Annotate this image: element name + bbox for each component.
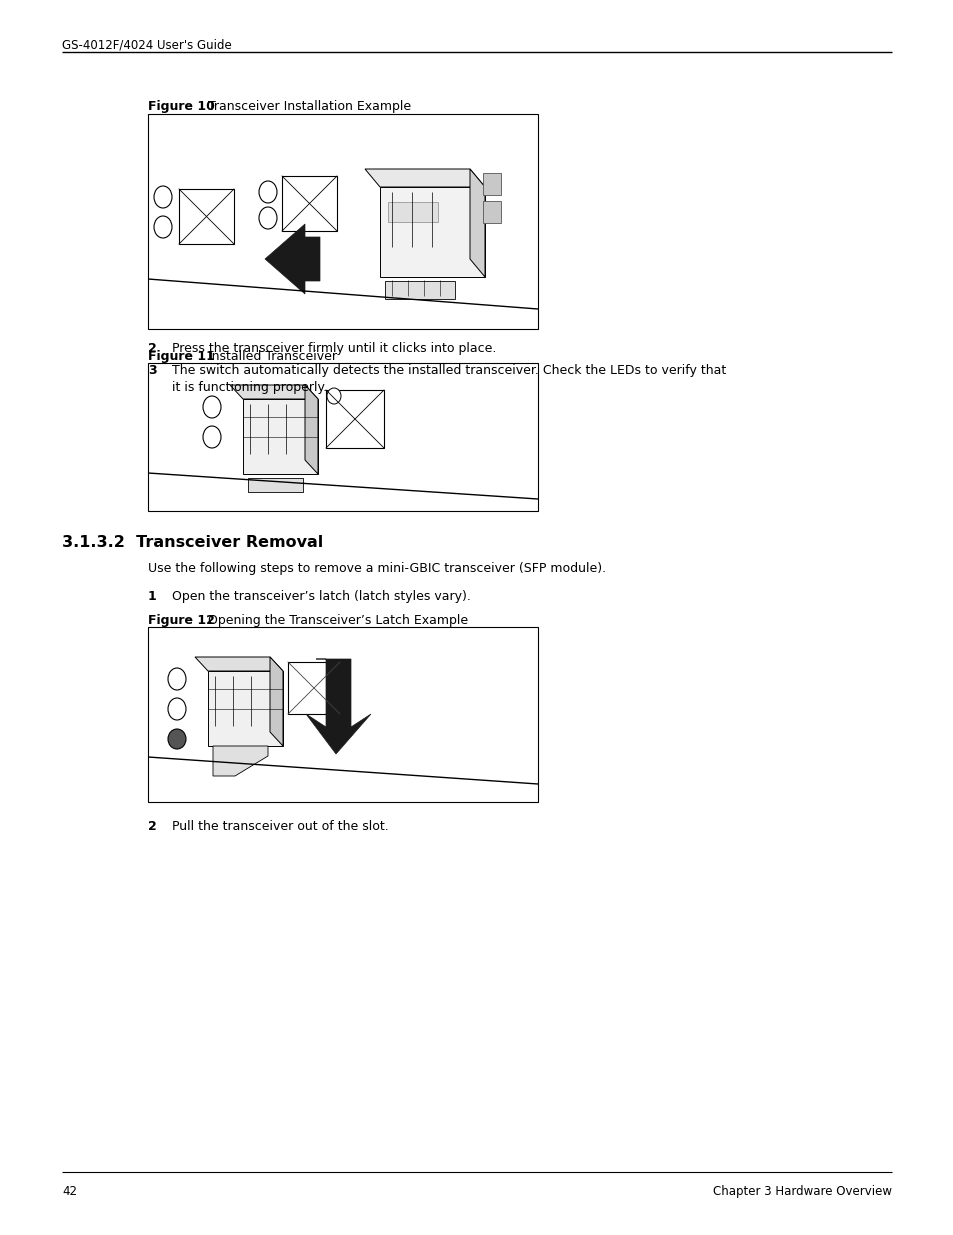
Polygon shape (365, 169, 484, 186)
Text: 1: 1 (148, 590, 156, 603)
Text: it is functioning properly.: it is functioning properly. (172, 382, 327, 394)
Bar (248, 478, 303, 492)
Bar (379, 186, 484, 277)
Text: Chapter 3 Hardware Overview: Chapter 3 Hardware Overview (712, 1186, 891, 1198)
Text: 3: 3 (148, 364, 156, 377)
Text: Transceiver Installation Example: Transceiver Installation Example (208, 100, 411, 112)
Text: Open the transceiver’s latch (latch styles vary).: Open the transceiver’s latch (latch styl… (172, 590, 471, 603)
Bar (179, 189, 233, 245)
Bar (148, 363, 537, 511)
Ellipse shape (327, 388, 340, 404)
Ellipse shape (168, 698, 186, 720)
Bar (148, 114, 537, 329)
Bar (243, 399, 317, 474)
Bar (482, 173, 500, 195)
Bar (388, 203, 437, 222)
Ellipse shape (153, 216, 172, 238)
Bar (282, 177, 336, 231)
Text: Opening the Transceiver’s Latch Example: Opening the Transceiver’s Latch Example (208, 614, 468, 627)
Bar (326, 390, 384, 448)
Text: GS-4012F/4024 User's Guide: GS-4012F/4024 User's Guide (62, 38, 232, 51)
Polygon shape (306, 659, 371, 755)
Text: Figure 11: Figure 11 (148, 350, 214, 363)
Text: Use the following steps to remove a mini-GBIC transceiver (SFP module).: Use the following steps to remove a mini… (148, 562, 605, 576)
Text: Figure 12: Figure 12 (148, 614, 214, 627)
Text: The switch automatically detects the installed transceiver. Check the LEDs to ve: The switch automatically detects the ins… (172, 364, 725, 377)
Text: Pull the transceiver out of the slot.: Pull the transceiver out of the slot. (172, 820, 388, 832)
Polygon shape (270, 657, 283, 746)
Polygon shape (230, 385, 317, 399)
Text: Figure 10: Figure 10 (148, 100, 214, 112)
Polygon shape (213, 746, 268, 776)
Polygon shape (305, 385, 317, 474)
Polygon shape (194, 657, 283, 671)
Ellipse shape (203, 426, 221, 448)
Bar (208, 671, 283, 746)
Bar (385, 282, 455, 299)
Ellipse shape (258, 207, 276, 228)
Polygon shape (470, 169, 484, 277)
Ellipse shape (258, 182, 276, 203)
Ellipse shape (203, 396, 221, 417)
Ellipse shape (153, 186, 172, 207)
Ellipse shape (168, 668, 186, 690)
Bar (148, 627, 537, 802)
Text: 3.1.3.2  Transceiver Removal: 3.1.3.2 Transceiver Removal (62, 535, 323, 550)
Text: 2: 2 (148, 820, 156, 832)
Text: 2: 2 (148, 342, 156, 354)
Text: 42: 42 (62, 1186, 77, 1198)
Bar (288, 662, 339, 714)
Polygon shape (265, 224, 319, 294)
Ellipse shape (168, 729, 186, 748)
Text: Installed Transceiver: Installed Transceiver (208, 350, 336, 363)
Bar (482, 201, 500, 224)
Text: Press the transceiver firmly until it clicks into place.: Press the transceiver firmly until it cl… (172, 342, 496, 354)
